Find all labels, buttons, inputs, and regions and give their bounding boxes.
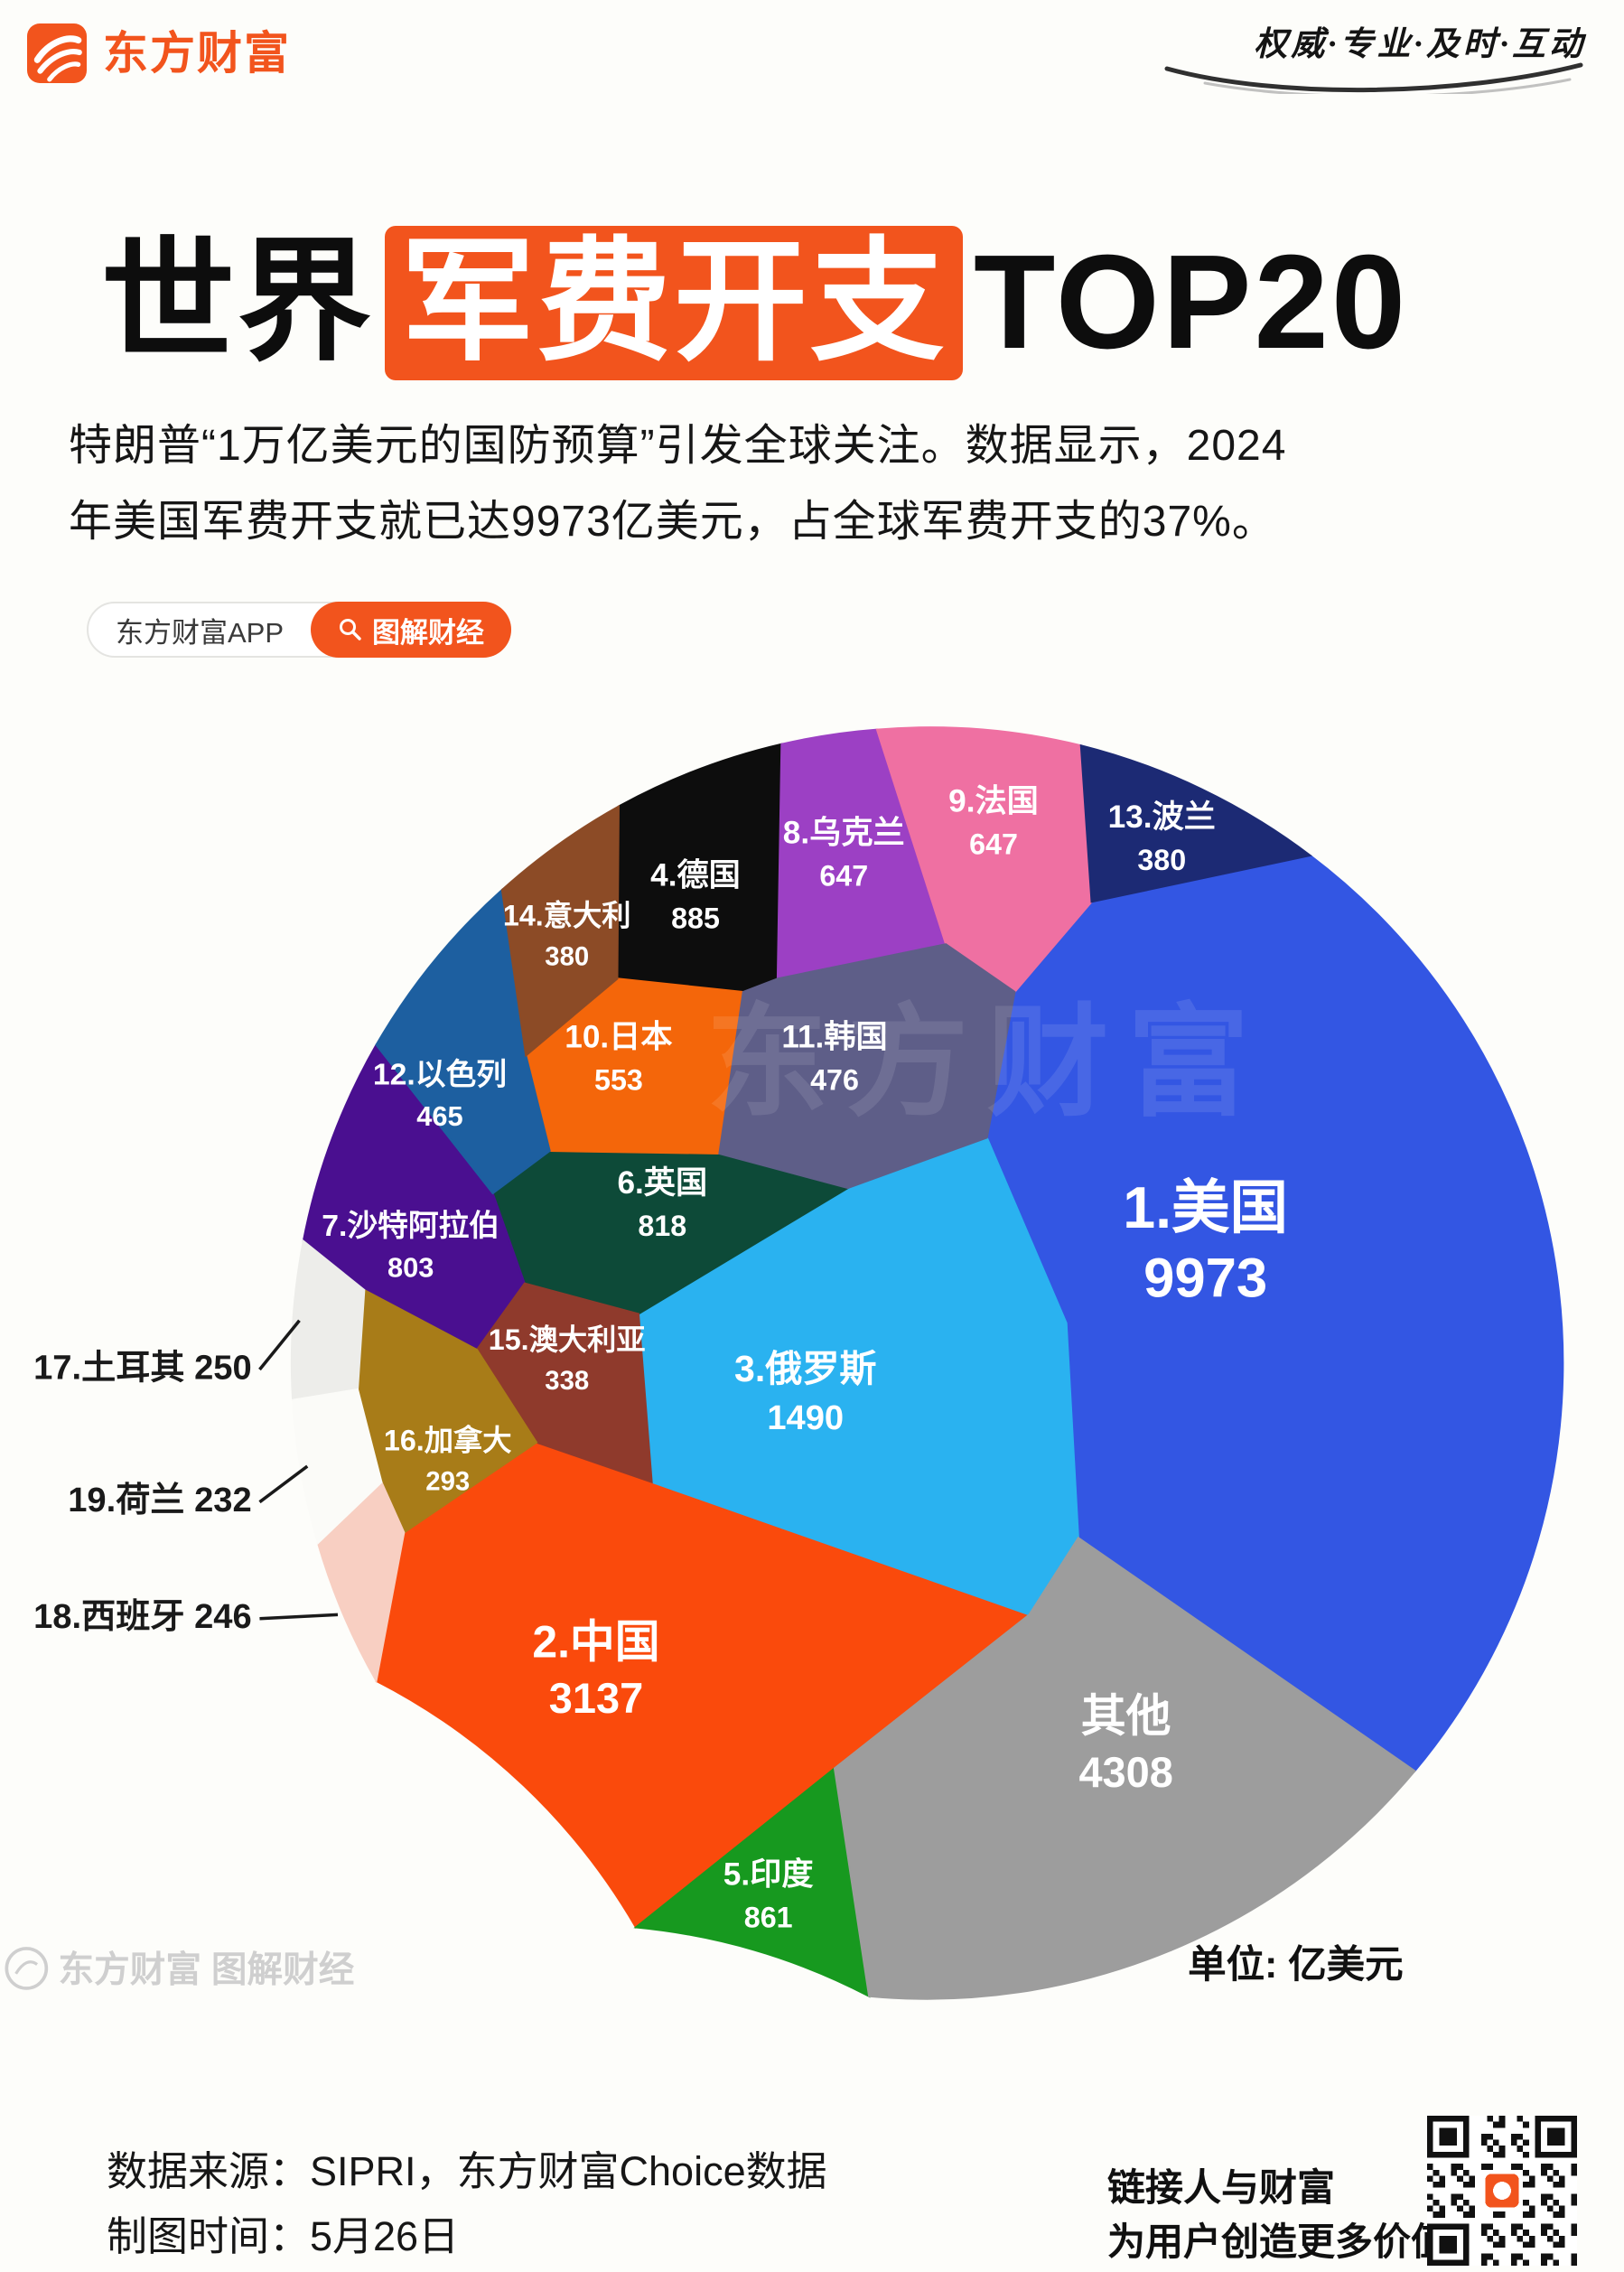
cell-value-russia: 1490 [767, 1398, 844, 1437]
cell-poland [1079, 743, 1312, 903]
footer-slogan-line-1: 链接人与财富 [1107, 2166, 1336, 2209]
callout-label-spain: 18.西班牙 246 [33, 1597, 252, 1636]
cell-value-saudi: 803 [387, 1251, 434, 1283]
footer-source-line: 数据来源：SIPRI，东方财富Choice数据 [107, 2148, 827, 2194]
watermark-logo-swirl-icon [14, 1960, 39, 1975]
cell-label-ukraine: 8.乌克兰 [783, 816, 905, 851]
cell-label-australia: 15.澳大利亚 [489, 1323, 646, 1356]
center-watermark: 东方财富 [706, 995, 1268, 1131]
cell-australia [475, 1282, 653, 1484]
cell-label-uk: 6.英国 [617, 1165, 707, 1201]
cell-value-japan: 553 [594, 1064, 643, 1097]
cell-label-canada: 16.加拿大 [384, 1424, 512, 1456]
treemap-chart: 东方财富 1.美国 9973 2.中国 3137 3.俄罗斯 1490 4.德国 885 5.印… [0, 714, 1624, 2042]
header-slogan: 权威·专业·及时·互动 [1134, 16, 1586, 94]
intro-line-2: 年美国军费开支就已达9973亿美元，占全球军费开支的37%。 [69, 498, 1276, 546]
cell-value-india: 861 [744, 1901, 793, 1933]
brand-wordmark: 东方财富 [103, 28, 291, 79]
cell-label-italy: 14.意大利 [503, 900, 631, 932]
callout-label-netherlands: 19.荷兰 232 [68, 1481, 251, 1519]
app-badge-label[interactable]: 东方财富APP [116, 616, 285, 649]
corner-watermark: 东方财富 图解财经 [5, 1947, 355, 1990]
cell-usa [985, 854, 1564, 1772]
chart-section-button-label: 图解财经 [372, 616, 485, 649]
cell-label-saudi: 7.沙特阿拉伯 [322, 1209, 499, 1243]
cell-label-germany: 4.德国 [650, 858, 741, 893]
cell-italy [500, 804, 620, 1058]
cell-value-france: 647 [969, 827, 1018, 860]
cell-israel [375, 888, 551, 1195]
footer-slogan-line-2: 为用户创造更多价值 [1107, 2221, 1450, 2263]
cell-value-germany: 885 [671, 902, 720, 935]
title-prefix: 世界 [101, 228, 374, 377]
callout-line-spain [259, 1613, 339, 1621]
page-title: 世界 军费开支 TOP20 [101, 226, 1408, 380]
chart-section-button[interactable]: 图解财经 [311, 602, 512, 658]
footer-date-line: 制图时间：5月26日 [107, 2213, 460, 2259]
qr-code-svg [1427, 2116, 1577, 2266]
cell-label-russia: 3.俄罗斯 [734, 1348, 876, 1389]
cell-label-france: 9.法国 [948, 784, 1039, 819]
cell-value-australia: 338 [545, 1366, 589, 1396]
cell-label-india: 5.印度 [723, 1857, 815, 1893]
callout-line-turkey [258, 1319, 301, 1371]
footer-slogan-block: 链接人与财富 为用户创造更多价值 [1107, 2161, 1449, 2269]
cell-value-uk: 818 [638, 1210, 686, 1242]
watermark-logo-icon [5, 1947, 49, 1990]
cell-value-korea: 476 [810, 1064, 859, 1097]
cell-value-canada: 293 [425, 1466, 470, 1496]
corner-watermark-text: 东方财富 图解财经 [59, 1950, 355, 1990]
cell-france [875, 726, 1093, 994]
cell-netherlands [292, 1388, 383, 1546]
app-badge: 东方财富APP 图解财经 [87, 602, 512, 658]
cell-value-usa: 9973 [1143, 1247, 1267, 1309]
cell-label-other: 其他 [1081, 1690, 1171, 1741]
slogan-swoosh-icon [1164, 62, 1583, 94]
cell-value-italy: 380 [545, 942, 589, 972]
callout-label-turkey: 17.土耳其 250 [33, 1348, 252, 1387]
title-highlight: 军费开支 [385, 226, 963, 380]
cell-label-china: 2.中国 [532, 1616, 659, 1667]
cell-label-usa: 1.美国 [1123, 1175, 1288, 1240]
eastmoney-logo-icon [27, 23, 87, 83]
qr-code [1427, 2116, 1577, 2266]
footer-source-block: 数据来源：SIPRI，东方财富Choice数据 制图时间：5月26日 [107, 2139, 827, 2269]
cell-other [833, 1536, 1416, 2000]
cell-value-poland: 380 [1137, 844, 1186, 876]
cell-value-other: 4308 [1078, 1749, 1172, 1796]
cell-label-israel: 12.以色列 [373, 1058, 507, 1092]
magnifier-icon [340, 619, 361, 640]
cell-value-israel: 465 [416, 1100, 462, 1132]
cell-label-poland: 13.波兰 [1108, 799, 1216, 835]
treemap-svg: 东方财富 1.美国 9973 2.中国 3137 3.俄罗斯 1490 4.德国 885 5.印… [5, 726, 1564, 2000]
callout-line-netherlands [258, 1464, 309, 1504]
intro-line-1: 特朗普“1万亿美元的国防预算”引发全球关注。数据显示，2024 [69, 422, 1287, 470]
cell-turkey [290, 1239, 366, 1401]
logo-bird-icon [33, 35, 82, 82]
intro-paragraph: 特朗普“1万亿美元的国防预算”引发全球关注。数据显示，2024 年美国军费开支就… [69, 408, 1286, 560]
unit-label: 单位: 亿美元 [1188, 1943, 1404, 1987]
cell-value-ukraine: 647 [819, 860, 868, 893]
cell-label-japan: 10.日本 [565, 1020, 672, 1055]
cell-label-korea: 11.韩国 [781, 1020, 887, 1055]
header-slogan-text: 权威·专业·及时·互动 [1254, 26, 1586, 63]
title-suffix: TOP20 [974, 228, 1409, 377]
cell-korea [718, 943, 1016, 1190]
header-brand: 东方财富 [27, 23, 291, 83]
cell-value-china: 3137 [549, 1675, 643, 1722]
